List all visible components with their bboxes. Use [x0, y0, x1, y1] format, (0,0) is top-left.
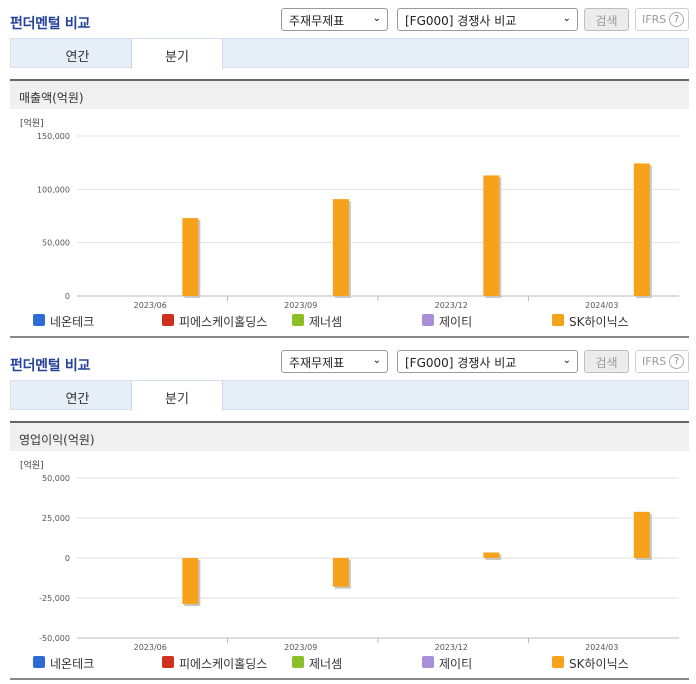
- chevron-down-icon: ⌄: [562, 13, 571, 24]
- bar: [483, 552, 500, 558]
- divider: [10, 336, 689, 338]
- legend-swatch: [552, 656, 564, 668]
- statement-type-select[interactable]: 주재무제표 ⌄: [281, 350, 388, 373]
- bar: [182, 558, 199, 605]
- chart-legend: 네온테크 피에스케이홀딩스 제너셈 제이티 SK하이닉스: [0, 313, 696, 329]
- legend-swatch: [292, 656, 304, 668]
- help-icon: ?: [669, 354, 684, 369]
- y-tick-label: 50,000: [42, 239, 70, 248]
- search-button[interactable]: 검색: [584, 8, 629, 31]
- tab-annual[interactable]: 연간: [65, 50, 90, 65]
- x-tick-label: 2024/03: [585, 301, 618, 310]
- bar: [332, 558, 349, 587]
- bar: [182, 218, 199, 296]
- help-icon: ?: [669, 12, 684, 27]
- y-tick-label: 0: [65, 554, 70, 563]
- bar: [332, 199, 349, 296]
- panel-title: 펀더멘털 비교: [10, 358, 91, 374]
- period-tabs: 연간 분기: [10, 38, 689, 69]
- bar: [633, 163, 650, 296]
- operating-profit-panel: 펀더멘털 비교 주재무제표 ⌄ [FG000] 경쟁사 비교 ⌄ 검색 IFRS? …: [0, 342, 696, 684]
- ifrs-button[interactable]: IFRS?: [635, 8, 689, 31]
- panel-title: 펀더멘털 비교: [10, 16, 91, 32]
- y-axis-label: [억원]: [20, 459, 44, 471]
- y-tick-label: -50,000: [39, 634, 70, 643]
- legend-swatch: [422, 314, 434, 326]
- bar: [483, 175, 500, 296]
- comparison-group-select[interactable]: [FG000] 경쟁사 비교 ⌄: [397, 350, 578, 373]
- revenue-panel: 펀더멘털 비교 주재무제표 ⌄ [FG000] 경쟁사 비교 ⌄ 검색 IFRS? …: [0, 8, 696, 338]
- x-tick-label: 2024/03: [585, 643, 618, 652]
- x-tick-label: 2023/12: [435, 643, 468, 652]
- legend-swatch: [162, 656, 174, 668]
- chart-subheading: 영업이익(억원): [10, 421, 689, 451]
- divider: [10, 678, 689, 680]
- x-tick-label: 2023/09: [284, 301, 317, 310]
- bar: [633, 511, 650, 558]
- tab-quarterly[interactable]: 분기: [131, 39, 223, 69]
- search-button[interactable]: 검색: [584, 350, 629, 373]
- legend-swatch: [33, 314, 45, 326]
- tab-quarterly[interactable]: 분기: [131, 381, 223, 411]
- x-tick-label: 2023/09: [284, 643, 317, 652]
- legend-swatch: [162, 314, 174, 326]
- legend-swatch: [292, 314, 304, 326]
- tab-annual[interactable]: 연간: [65, 392, 90, 407]
- y-tick-label: 0: [65, 292, 70, 301]
- y-axis-label: [억원]: [20, 117, 44, 129]
- y-tick-label: 100,000: [37, 185, 70, 194]
- chevron-down-icon: ⌄: [562, 355, 571, 366]
- y-tick-label: 50,000: [42, 474, 70, 483]
- operating-profit-chart: [억원] -50,000 -25,000 0 25,000 50,000 2023/06 20…: [20, 459, 679, 652]
- legend-swatch: [422, 656, 434, 668]
- legend-swatch: [33, 656, 45, 668]
- y-tick-label: 25,000: [42, 514, 70, 523]
- statement-type-select[interactable]: 주재무제표 ⌄: [281, 8, 388, 31]
- chart-subheading: 매출액(억원): [10, 79, 689, 109]
- y-tick-label: -25,000: [39, 594, 70, 603]
- period-tabs: 연간 분기: [10, 380, 689, 411]
- chevron-down-icon: ⌄: [372, 13, 381, 24]
- chart-legend: 네온테크 피에스케이홀딩스 제너셈 제이티 SK하이닉스: [0, 655, 696, 671]
- chevron-down-icon: ⌄: [372, 355, 381, 366]
- y-tick-label: 150,000: [37, 132, 70, 141]
- revenue-chart: [억원] 0 50,000 100,000 150,000 2023/06 2023/09 2…: [20, 117, 679, 310]
- ifrs-button[interactable]: IFRS?: [635, 350, 689, 373]
- comparison-group-select[interactable]: [FG000] 경쟁사 비교 ⌄: [397, 8, 578, 31]
- legend-swatch: [552, 314, 564, 326]
- x-tick-label: 2023/12: [435, 301, 468, 310]
- x-tick-label: 2023/06: [134, 643, 167, 652]
- x-tick-label: 2023/06: [134, 301, 167, 310]
